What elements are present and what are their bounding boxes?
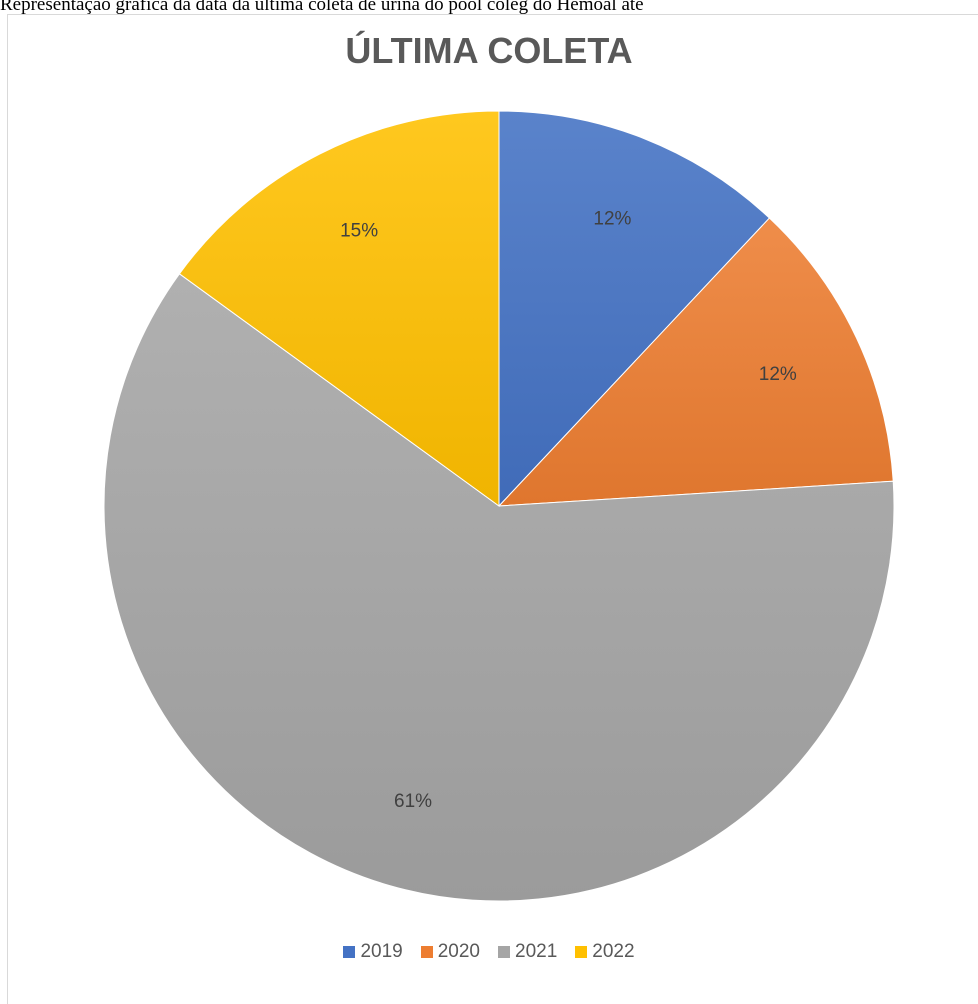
data-label-2021: 61%: [394, 791, 432, 812]
pie-slice-2022: [178, 110, 500, 507]
chart-legend: 2019 2020 2021 2022: [0, 941, 978, 963]
data-label-2020: 12%: [759, 364, 797, 385]
legend-item-2020: 2020: [420, 941, 480, 963]
legend-item-2022: 2022: [575, 941, 635, 963]
legend-item-2021: 2021: [498, 941, 557, 963]
legend-label-2020: 2020: [437, 941, 480, 962]
legend-swatch-2021: [498, 946, 510, 958]
legend-label-2022: 2022: [592, 941, 635, 962]
pie-slice-2021: [103, 273, 895, 902]
legend-label-2021: 2021: [515, 941, 558, 962]
figure-caption: Representação gráfica da data da última …: [0, 0, 644, 15]
chart-area-frame: [7, 14, 978, 1004]
legend-swatch-2019: [343, 946, 356, 958]
legend-swatch-2020: [420, 946, 433, 958]
pie-slice-2019: [498, 110, 771, 508]
pie-slice-2020: [497, 217, 894, 507]
data-label-2022: 15%: [340, 220, 378, 241]
chart-title: ÚLTIMA COLETA: [345, 30, 633, 71]
data-label-2019: 12%: [593, 209, 631, 230]
legend-label-2019: 2019: [360, 941, 403, 962]
legend-swatch-2022: [575, 946, 588, 958]
legend-item-2019: 2019: [343, 941, 403, 963]
